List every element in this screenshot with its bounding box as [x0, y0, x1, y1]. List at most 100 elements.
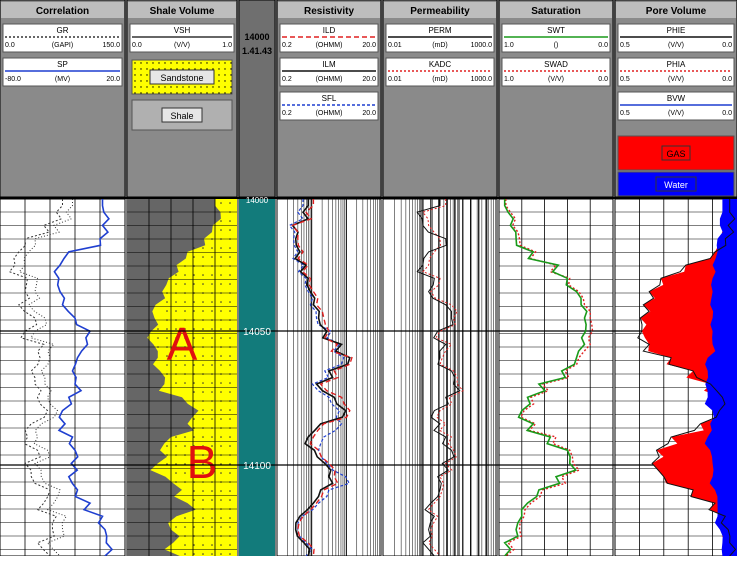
sandstone-dot	[200, 92, 202, 94]
sandstone-dot	[157, 328, 159, 330]
sandstone-dot	[202, 301, 204, 303]
sandstone-dot	[202, 553, 204, 555]
sandstone-dot	[202, 418, 204, 420]
sandstone-dot	[206, 62, 208, 64]
gr-curve	[8, 199, 63, 557]
sandstone-dot	[152, 62, 154, 64]
sandstone-dot	[229, 337, 231, 339]
curve-unit: (OHMM)	[316, 76, 343, 83]
curve-unit: ()	[554, 42, 559, 49]
sandstone-dot	[157, 337, 159, 339]
track-body	[0, 198, 126, 557]
track-title: Permeability	[410, 6, 470, 17]
sandstone-dot	[194, 92, 196, 94]
sandstone-dot	[229, 355, 231, 357]
sandstone-dot	[220, 283, 222, 285]
header-panels: Correlation GR 0.0 (GAPI) 150.0 SP -80.0 (MV) 20…	[0, 0, 737, 199]
sandstone-dot	[229, 220, 231, 222]
sandstone-dot	[206, 92, 208, 94]
sandstone-dot	[229, 364, 231, 366]
sandstone-dot	[164, 68, 166, 70]
curve-min: 0.01	[388, 76, 402, 83]
sandstone-dot	[229, 445, 231, 447]
sandstone-dot	[184, 382, 186, 384]
curve-min: 0.2	[282, 42, 292, 49]
sandstone-dot	[229, 499, 231, 501]
curve-box	[279, 91, 379, 121]
track-title: Shale Volume	[150, 6, 215, 17]
sandstone-dot	[211, 526, 213, 528]
sandstone-dot	[220, 553, 222, 555]
sandstone-dot	[202, 436, 204, 438]
sandstone-dot	[211, 274, 213, 276]
sandstone-dot	[202, 283, 204, 285]
sandstone-dot	[146, 92, 148, 94]
curve-name: SWAD	[544, 60, 568, 69]
sandstone-dot	[146, 80, 148, 82]
sandstone-dot	[206, 68, 208, 70]
sandstone-dot	[176, 92, 178, 94]
sandstone-dot	[229, 283, 231, 285]
sandstone-dot	[211, 517, 213, 519]
curve-box	[129, 23, 235, 53]
curve-min: 0.5	[620, 110, 630, 117]
sandstone-dot	[193, 283, 195, 285]
sandstone-dot	[224, 92, 226, 94]
sandstone-dot	[230, 92, 232, 94]
sandstone-dot	[229, 256, 231, 258]
sandstone-dot	[140, 80, 142, 82]
sandstone-dot	[211, 418, 213, 420]
sandstone-dot	[184, 544, 186, 546]
sandstone-dot	[230, 86, 232, 88]
sandstone-dot	[220, 391, 222, 393]
sandstone-dot	[211, 256, 213, 258]
depth-tick-14100: 14100	[243, 461, 271, 472]
sandstone-dot	[206, 86, 208, 88]
swt-curve	[503, 199, 588, 557]
fill-label: Sandstone	[160, 73, 203, 83]
sandstone-dot	[220, 256, 222, 258]
sandstone-dot	[184, 301, 186, 303]
sandstone-dot	[193, 337, 195, 339]
sandstone-dot	[140, 92, 142, 94]
sandstone-dot	[170, 92, 172, 94]
sandstone-dot	[229, 517, 231, 519]
sandstone-dot	[211, 490, 213, 492]
sfl-curve	[288, 199, 351, 557]
sandstone-dot	[202, 490, 204, 492]
sandstone-dot	[158, 86, 160, 88]
curve-unit: (V/V)	[668, 42, 684, 49]
sandstone-dot	[182, 92, 184, 94]
sandstone-dot	[211, 409, 213, 411]
sandstone-dot	[224, 86, 226, 88]
sandstone-dot	[220, 445, 222, 447]
curve-box	[385, 23, 495, 53]
sandstone-dot	[229, 436, 231, 438]
sandstone-dot	[202, 409, 204, 411]
sandstone-dot	[175, 274, 177, 276]
sandstone-dot	[212, 62, 214, 64]
sandstone-dot	[230, 68, 232, 70]
sandstone-dot	[218, 68, 220, 70]
sandstone-dot	[220, 229, 222, 231]
curve-name: VSH	[174, 26, 191, 35]
curve-box	[385, 57, 495, 87]
sandstone-dot	[211, 436, 213, 438]
sandstone-dot	[164, 86, 166, 88]
sandstone-dot	[188, 86, 190, 88]
sandstone-dot	[229, 301, 231, 303]
sandstone-dot	[184, 553, 186, 555]
sandstone-dot	[193, 445, 195, 447]
curve-max: 1000.0	[471, 76, 493, 83]
fill-label: GAS	[666, 149, 685, 159]
curve-unit: (GAPI)	[52, 42, 73, 49]
sandstone-dot	[220, 364, 222, 366]
sandstone-dot	[220, 220, 222, 222]
sandstone-dot	[166, 328, 168, 330]
sandstone-dot	[202, 382, 204, 384]
curve-name: SWT	[547, 26, 565, 35]
sandstone-dot	[229, 472, 231, 474]
sandstone-dot	[229, 544, 231, 546]
track-title-bg	[616, 2, 736, 18]
sandstone-dot	[229, 409, 231, 411]
